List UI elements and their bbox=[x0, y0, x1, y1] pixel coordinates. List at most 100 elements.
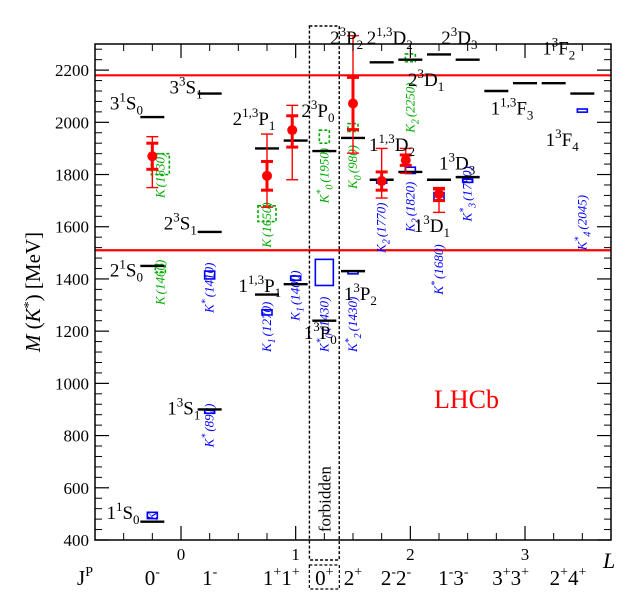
pdg-state-mass: (2250) bbox=[402, 82, 417, 117]
jp-parity: + bbox=[326, 565, 334, 580]
pdg-state-name-7: K1 (1400) bbox=[288, 270, 307, 321]
label-subscript: 0 bbox=[136, 269, 143, 284]
label-letter: S bbox=[122, 503, 133, 524]
jp-parity-second: + bbox=[521, 565, 529, 580]
pdg-state-symbol: K bbox=[202, 437, 217, 448]
pdg-state-symbol: K bbox=[152, 188, 167, 199]
pdg-state-symbol: K bbox=[316, 193, 331, 204]
pdg-state-box-5 bbox=[257, 205, 277, 223]
state-label-17: 13D1 bbox=[414, 212, 450, 240]
pdg-state-box-1 bbox=[154, 263, 167, 274]
jp-group-3: 0+ bbox=[315, 565, 334, 590]
pdg-state-subscript: 0 bbox=[324, 185, 335, 190]
label-n: 1 bbox=[238, 276, 248, 297]
label-subscript: 2 bbox=[409, 144, 416, 159]
label-letter: D bbox=[424, 70, 438, 91]
y-tick-label-9: 2200 bbox=[55, 61, 89, 80]
pdg-state-symbol: K bbox=[202, 303, 217, 314]
jp-axis-title-j: J bbox=[77, 566, 85, 590]
pdg-state-star: * bbox=[344, 338, 355, 343]
label-superscript: 3 bbox=[173, 209, 180, 224]
lhcb-point-6 bbox=[434, 189, 444, 200]
state-label-5: 33S1 bbox=[170, 74, 203, 102]
pdg-state-star: * bbox=[315, 190, 326, 195]
state-label-7: 21,3P1 bbox=[233, 105, 276, 133]
jp-forbidden-box bbox=[308, 564, 340, 590]
label-n: 1 bbox=[369, 135, 379, 156]
x-tick-label-1: 1 bbox=[291, 545, 300, 564]
label-letter: S bbox=[183, 399, 194, 420]
label-superscript: 1 bbox=[119, 256, 126, 271]
label-superscript: 3 bbox=[418, 66, 425, 81]
y-axis-title-particle: K bbox=[21, 307, 45, 323]
pdg-state-mass: (1780) bbox=[460, 166, 475, 201]
pdg-state-subscript: 4 bbox=[582, 232, 593, 237]
pdg-state-mass: (1400) bbox=[288, 270, 303, 305]
label-subscript: 2 bbox=[370, 293, 377, 308]
pdg-state-subscript: 2 bbox=[353, 333, 364, 338]
jp-j: 2 bbox=[381, 566, 392, 590]
y-axis-title-star: * bbox=[22, 301, 37, 308]
state-label-13: 11,3D2 bbox=[369, 131, 415, 159]
jp-parity: - bbox=[213, 565, 218, 580]
pdg-state-box-17 bbox=[576, 108, 589, 113]
label-superscript: 3 bbox=[555, 126, 562, 141]
pdg-state-symbol: K bbox=[144, 510, 159, 521]
pdg-state-symbol: K bbox=[152, 295, 167, 306]
label-superscript: 3 bbox=[451, 24, 458, 39]
label-superscript: 3 bbox=[423, 212, 430, 227]
jp-axis-title-p: P bbox=[85, 565, 93, 580]
y-axis-title-unit: [MeV] bbox=[21, 232, 45, 289]
state-label-20: 13F4 bbox=[546, 126, 580, 154]
pdg-state-symbol: K bbox=[259, 238, 274, 249]
label-superscript: 1 bbox=[116, 499, 123, 514]
jp-parity: - bbox=[155, 565, 160, 580]
pdg-state-name-13: K2(1820) bbox=[402, 182, 421, 233]
lhcb-annotation: LHCb bbox=[434, 385, 499, 414]
label-n: 1 bbox=[542, 38, 552, 59]
state-label-1: 21S0 bbox=[110, 256, 143, 284]
pdg-state-symbol: K bbox=[345, 179, 360, 190]
x-tick-label-3: 3 bbox=[521, 545, 530, 564]
pdg-state-mass: (1830) bbox=[152, 153, 167, 188]
label-superscript: 3 bbox=[353, 280, 360, 295]
pdg-state-mass: (1650) bbox=[259, 202, 274, 237]
state-label-15: 23D3 bbox=[441, 24, 477, 52]
label-subscript: 1 bbox=[194, 408, 201, 423]
jp-j: 0 bbox=[315, 566, 326, 590]
pdg-state-mass: (2045) bbox=[574, 195, 589, 230]
state-label-6: 11,3P1 bbox=[238, 272, 281, 300]
pdg-state-name-16: K*3 (1780) bbox=[459, 166, 479, 222]
label-n: 3 bbox=[170, 78, 180, 99]
label-subscript: 3 bbox=[469, 162, 476, 177]
label-letter: S bbox=[126, 93, 137, 114]
pdg-state-name-15: K* (1680) bbox=[430, 244, 446, 295]
state-label-14: 23D1 bbox=[408, 66, 444, 94]
y-tick-label-6: 1600 bbox=[55, 218, 89, 237]
pdg-state-subscript: 1 bbox=[267, 338, 278, 343]
y-tick-label-1: 600 bbox=[64, 479, 90, 498]
label-superscript: 1 bbox=[119, 89, 126, 104]
pdg-state-mass: (892) bbox=[202, 403, 217, 431]
label-n: 2 bbox=[164, 213, 174, 234]
y-axis-title-symbol: M bbox=[21, 333, 45, 353]
label-letter: D bbox=[395, 135, 409, 156]
state-label-12: 21,3D2 bbox=[367, 24, 413, 52]
pdg-state-star: * bbox=[573, 237, 584, 242]
lhcb-point-3 bbox=[348, 98, 358, 109]
pdg-state-mass: (1430) bbox=[345, 297, 360, 332]
pdg-state-mass: (1680) bbox=[431, 244, 446, 279]
pdg-state-star: * bbox=[201, 299, 212, 304]
label-letter: S bbox=[126, 260, 137, 281]
y-axis-title-open: ( bbox=[21, 322, 45, 334]
label-subscript: 0 bbox=[330, 332, 337, 347]
pdg-state-symbol: K bbox=[316, 342, 331, 353]
pdg-state-symbol: K bbox=[345, 342, 360, 353]
state-label-8: 13P0 bbox=[304, 319, 337, 347]
lhcb-measurements-layer bbox=[146, 34, 445, 214]
label-n: 1 bbox=[167, 399, 177, 420]
jp-group-0: 0- bbox=[145, 565, 161, 590]
jp-parity: - bbox=[449, 565, 454, 580]
label-subscript: 4 bbox=[572, 139, 579, 154]
